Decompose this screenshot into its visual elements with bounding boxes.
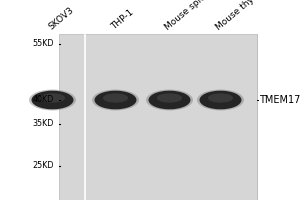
Ellipse shape (197, 90, 244, 110)
Ellipse shape (40, 93, 65, 103)
Text: Mouse spleen: Mouse spleen (164, 0, 217, 32)
Text: TMEM173: TMEM173 (260, 95, 300, 105)
Ellipse shape (157, 93, 182, 103)
Text: Mouse thymus: Mouse thymus (215, 0, 271, 32)
Ellipse shape (146, 90, 193, 110)
Ellipse shape (92, 90, 139, 110)
Bar (58, 34, 256, 200)
Ellipse shape (208, 93, 233, 103)
Text: 35KD: 35KD (33, 119, 54, 129)
Text: 55KD: 55KD (32, 40, 54, 48)
Ellipse shape (29, 90, 76, 110)
Text: 25KD: 25KD (32, 162, 54, 170)
Ellipse shape (103, 93, 128, 103)
Ellipse shape (200, 91, 242, 109)
Ellipse shape (148, 91, 190, 109)
Ellipse shape (94, 91, 136, 109)
Text: 40KD: 40KD (33, 96, 54, 104)
Text: THP-1: THP-1 (110, 8, 136, 32)
Ellipse shape (32, 91, 74, 109)
Bar (58, 34, 256, 200)
Text: SKOV3: SKOV3 (47, 6, 75, 32)
